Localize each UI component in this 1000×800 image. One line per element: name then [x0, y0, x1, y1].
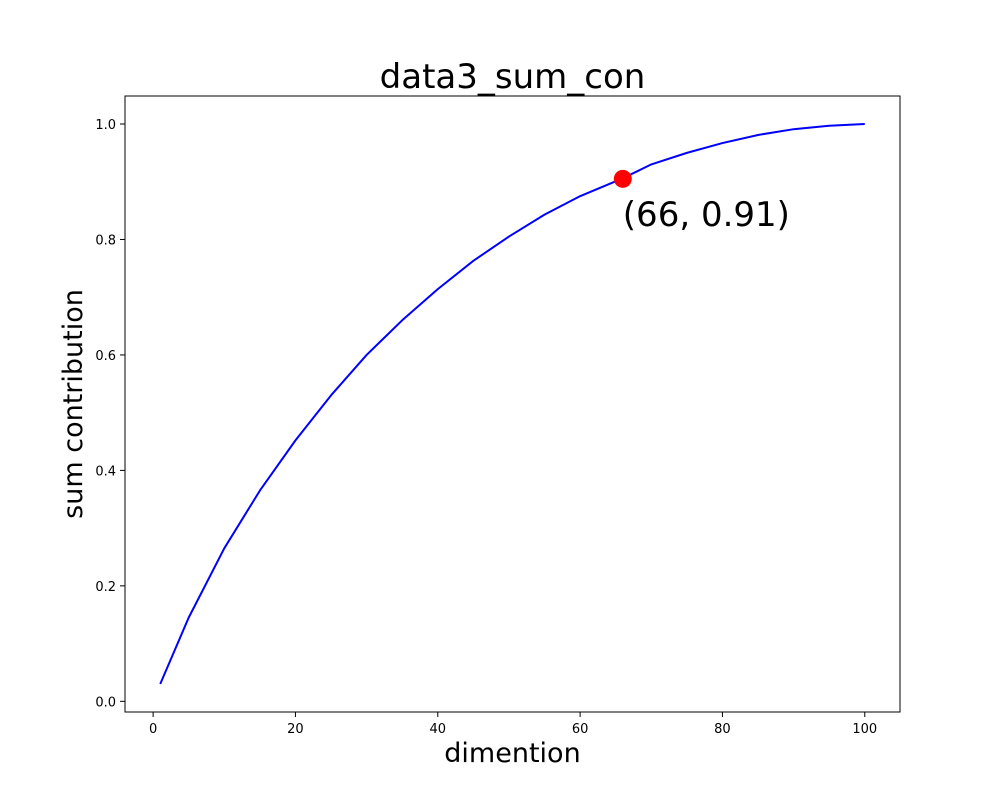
- y-tick-label: 0.0: [95, 695, 116, 710]
- x-tick-label: 0: [149, 722, 157, 737]
- x-axis-label: dimention: [444, 738, 580, 769]
- axes-frame: [124, 95, 901, 713]
- y-axis-label: sum contribution: [58, 289, 89, 519]
- plot-area: 0 20 40 60 80 100 0.0 0.2 0.4 0.6 0.8 1.0 (66, 0.91): [95, 95, 901, 737]
- x-tick-label: 100: [852, 722, 877, 737]
- highlight-annotation: (66, 0.91): [623, 195, 790, 235]
- x-tick-label: 20: [287, 722, 304, 737]
- y-tick-label: 0.6: [95, 349, 116, 364]
- series-line-0: [159, 123, 865, 685]
- x-tick-label: 60: [572, 722, 589, 737]
- y-tick-label: 1.0: [95, 118, 116, 133]
- y-tick-label: 0.8: [95, 233, 116, 248]
- x-tick-label: 40: [430, 722, 447, 737]
- y-tick-label: 0.2: [95, 580, 116, 595]
- chart-title: data3_sum_con: [380, 57, 646, 97]
- x-tick-label: 80: [714, 722, 731, 737]
- y-tick-label: 0.4: [95, 464, 116, 479]
- highlight-point: [613, 169, 632, 188]
